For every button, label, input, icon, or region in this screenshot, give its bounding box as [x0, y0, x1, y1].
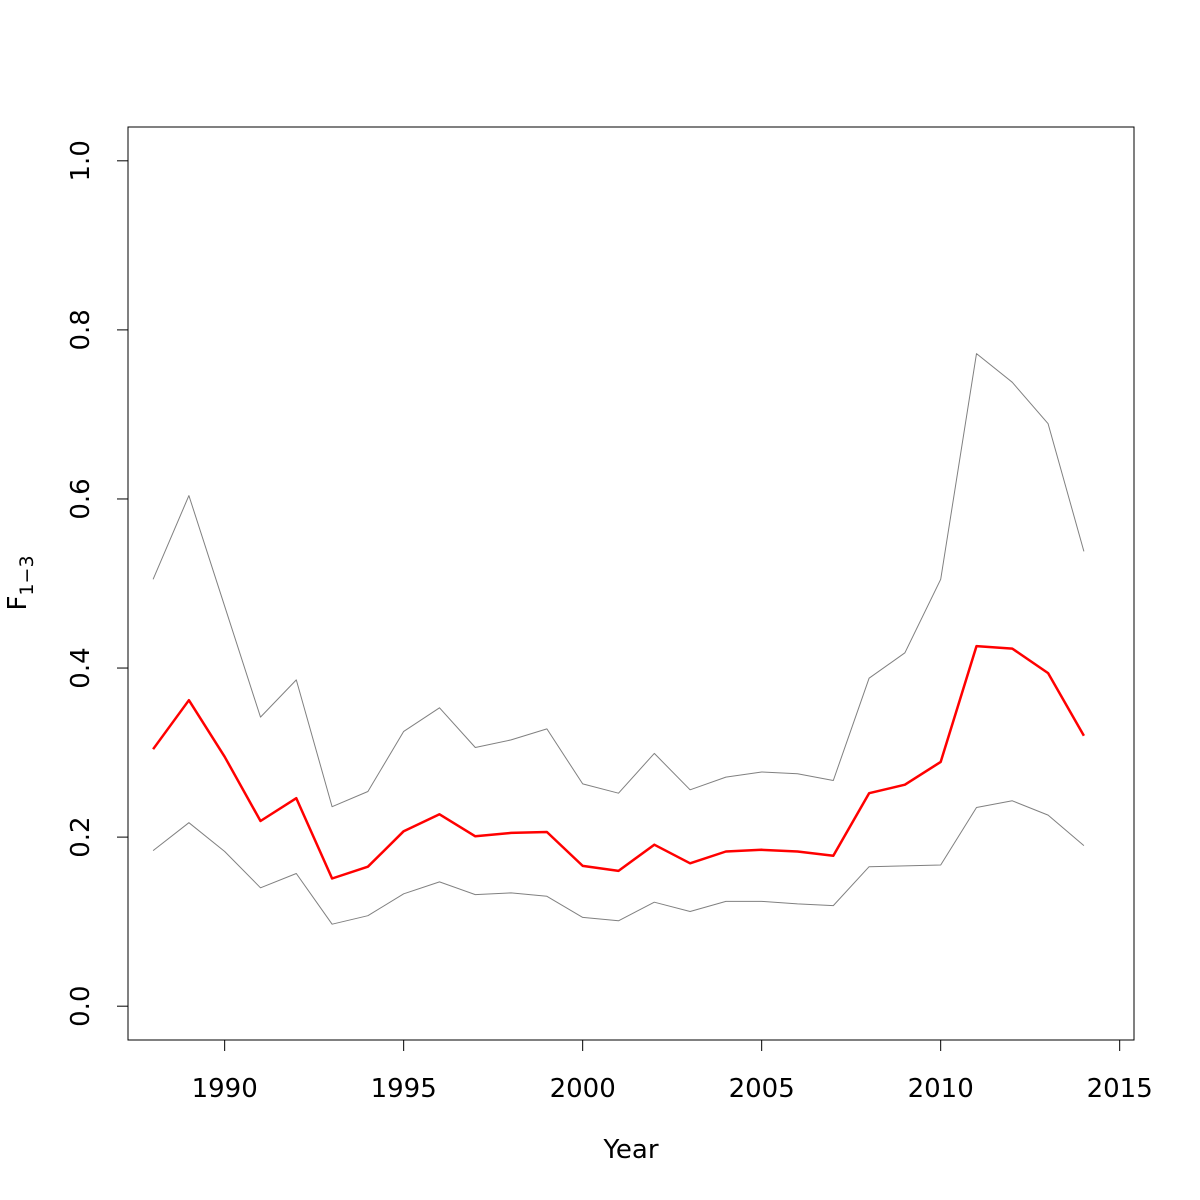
plot-box [127, 126, 1135, 1041]
y-axis-title: F1−3 [3, 555, 38, 610]
series-line-upper [152, 353, 1085, 808]
y-tick-label: 0.8 [66, 309, 96, 350]
x-tick-label: 1995 [371, 1074, 437, 1104]
x-axis: 1990 1995 2000 2005 2010 2015 [192, 1039, 1153, 1104]
y-tick-label: 0.4 [66, 647, 96, 688]
x-axis-title: Year [602, 1135, 658, 1165]
y-tick-label: 0.0 [66, 986, 96, 1027]
series-line-estimate [152, 644, 1085, 880]
y-axis: 0.0 0.2 0.4 0.6 0.8 1.0 [66, 140, 129, 1027]
series-layer [152, 353, 1085, 925]
x-tick-label: 2000 [550, 1074, 616, 1104]
y-tick-label: 0.6 [66, 478, 96, 519]
x-tick-label: 2010 [908, 1074, 974, 1104]
x-tick-label: 2015 [1087, 1074, 1153, 1104]
x-tick-label: 1990 [192, 1074, 258, 1104]
x-tick-label: 2005 [729, 1074, 795, 1104]
y-axis-title-main: F [3, 596, 33, 611]
y-axis-title-subscript: 1−3 [16, 555, 38, 595]
series-line-lower [152, 800, 1085, 925]
y-tick-label: 0.2 [66, 816, 96, 857]
y-tick-label: 1.0 [66, 140, 96, 181]
